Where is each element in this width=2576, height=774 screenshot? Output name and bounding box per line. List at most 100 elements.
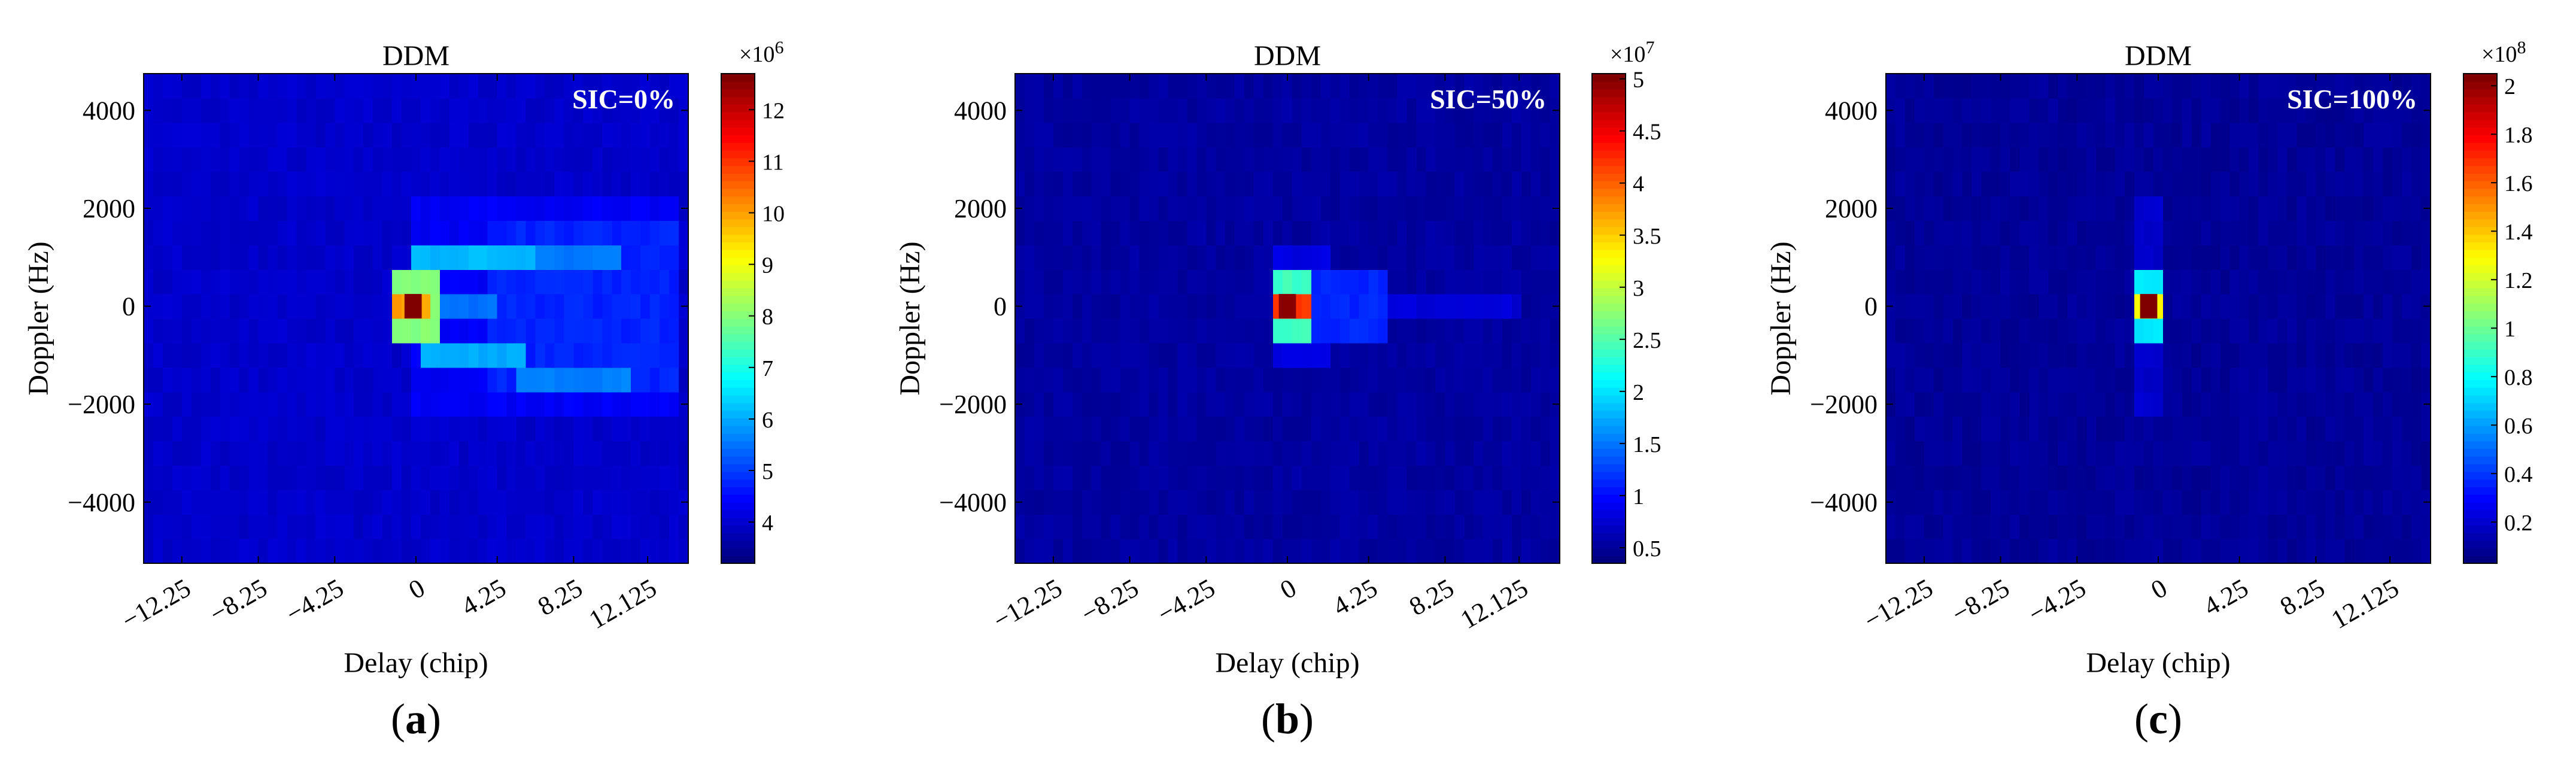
heatmap-cell xyxy=(2086,220,2097,245)
heatmap-cell xyxy=(382,220,393,245)
heatmap-cell xyxy=(1531,122,1541,148)
heatmap-cell xyxy=(2364,342,2374,368)
heatmap-cell xyxy=(1426,294,1436,319)
heatmap-cell xyxy=(1082,465,1092,490)
heatmap-cell xyxy=(583,441,593,466)
heatmap-cell xyxy=(660,269,670,295)
heatmap-cell xyxy=(2010,318,2021,344)
heatmap-cell xyxy=(621,490,631,515)
heatmap-cell xyxy=(354,220,364,245)
heatmap-cell xyxy=(1416,122,1427,148)
heatmap-cell xyxy=(1531,318,1541,344)
heatmap-cell xyxy=(1924,490,1934,515)
heatmap-cell xyxy=(449,465,460,490)
heatmap-cell xyxy=(1082,441,1092,466)
heatmap-cell xyxy=(1283,171,1293,197)
heatmap-cell xyxy=(669,465,679,490)
heatmap-cell xyxy=(2335,416,2345,442)
heatmap-cell xyxy=(258,318,269,344)
heatmap-cell xyxy=(2229,171,2240,197)
colorbar-step xyxy=(1592,265,1626,274)
heatmap-cell xyxy=(153,539,163,564)
heatmap-cell xyxy=(525,514,536,539)
heatmap-cell xyxy=(258,98,269,123)
heatmap-cell xyxy=(344,318,354,344)
heatmap-cell xyxy=(1254,367,1264,393)
heatmap-cell xyxy=(1454,318,1465,344)
heatmap-cell xyxy=(1886,147,1896,172)
heatmap-cell xyxy=(1024,294,1035,319)
heatmap-cell xyxy=(2029,490,2040,515)
heatmap-cell xyxy=(1952,342,1963,368)
heatmap-cell xyxy=(1416,416,1427,442)
heatmap-cell xyxy=(315,294,326,319)
colorbar-step xyxy=(1592,341,1626,350)
heatmap-cell xyxy=(363,220,373,245)
heatmap-cell xyxy=(1091,147,1102,172)
colorbar-step xyxy=(721,249,755,258)
heatmap-cell xyxy=(1149,122,1159,148)
colorbar-step xyxy=(1592,517,1626,526)
heatmap-cell xyxy=(1053,269,1064,295)
heatmap-cell xyxy=(172,539,183,564)
heatmap-cell xyxy=(2344,245,2355,270)
heatmap-cell xyxy=(458,196,469,221)
heatmap-cell xyxy=(1368,441,1379,466)
heatmap-cell xyxy=(1283,122,1293,148)
heatmap-cell xyxy=(1158,416,1169,442)
heatmap-cell xyxy=(1416,342,1427,368)
heatmap-cell xyxy=(1981,294,1992,319)
heatmap-cell xyxy=(1110,196,1121,221)
heatmap-cell xyxy=(1359,98,1369,123)
heatmap-cell xyxy=(631,342,641,368)
heatmap-cell xyxy=(411,441,421,466)
heatmap-cell xyxy=(1886,539,1896,564)
heatmap-cell xyxy=(1512,245,1522,270)
colorbar-step xyxy=(1592,349,1626,357)
heatmap-cell xyxy=(1962,342,1973,368)
colorbar-step xyxy=(2463,349,2497,357)
heatmap-cell xyxy=(210,196,221,221)
heatmap-cell xyxy=(1521,441,1532,466)
heatmap-cell xyxy=(2134,74,2144,99)
heatmap-cell xyxy=(516,74,527,99)
heatmap-cell xyxy=(439,539,450,564)
heatmap-cell xyxy=(1474,367,1484,393)
heatmap-cell xyxy=(2029,514,2040,539)
heatmap-cell xyxy=(354,342,364,368)
heatmap-cell xyxy=(363,465,373,490)
heatmap-cell xyxy=(2421,269,2431,295)
y-tick-label: −4000 xyxy=(68,488,135,517)
heatmap-cell xyxy=(344,539,354,564)
heatmap-cell xyxy=(458,98,469,123)
heatmap-cell xyxy=(210,416,221,442)
heatmap-cell xyxy=(2411,269,2422,295)
heatmap-cell xyxy=(1273,122,1283,148)
heatmap-cell xyxy=(1244,342,1254,368)
y-tick-label: 4000 xyxy=(83,96,135,125)
heatmap-cell xyxy=(2229,490,2240,515)
heatmap-cell xyxy=(2383,147,2393,172)
heatmap-cell xyxy=(181,367,192,393)
heatmap-cell xyxy=(430,342,441,368)
colorbar-step xyxy=(2463,303,2497,312)
heatmap-cell xyxy=(2144,147,2154,172)
heatmap-cell xyxy=(1196,294,1207,319)
heatmap-cell xyxy=(296,245,307,270)
heatmap-cell xyxy=(229,74,240,99)
heatmap-cell xyxy=(1407,171,1417,197)
heatmap-cell xyxy=(1924,391,1934,417)
heatmap-cell xyxy=(2210,391,2221,417)
heatmap-cell xyxy=(144,269,154,295)
heatmap-cell xyxy=(315,367,326,393)
colorbar-step xyxy=(721,272,755,281)
heatmap-cell xyxy=(2268,269,2279,295)
heatmap-cell xyxy=(1196,196,1207,221)
heatmap-cell xyxy=(1378,196,1389,221)
heatmap-cell xyxy=(2239,294,2250,319)
heatmap-cell xyxy=(631,196,641,221)
heatmap-cell xyxy=(1254,465,1264,490)
heatmap-cell xyxy=(2287,245,2298,270)
heatmap-cell xyxy=(2383,269,2393,295)
colorbar-step xyxy=(1592,74,1626,82)
